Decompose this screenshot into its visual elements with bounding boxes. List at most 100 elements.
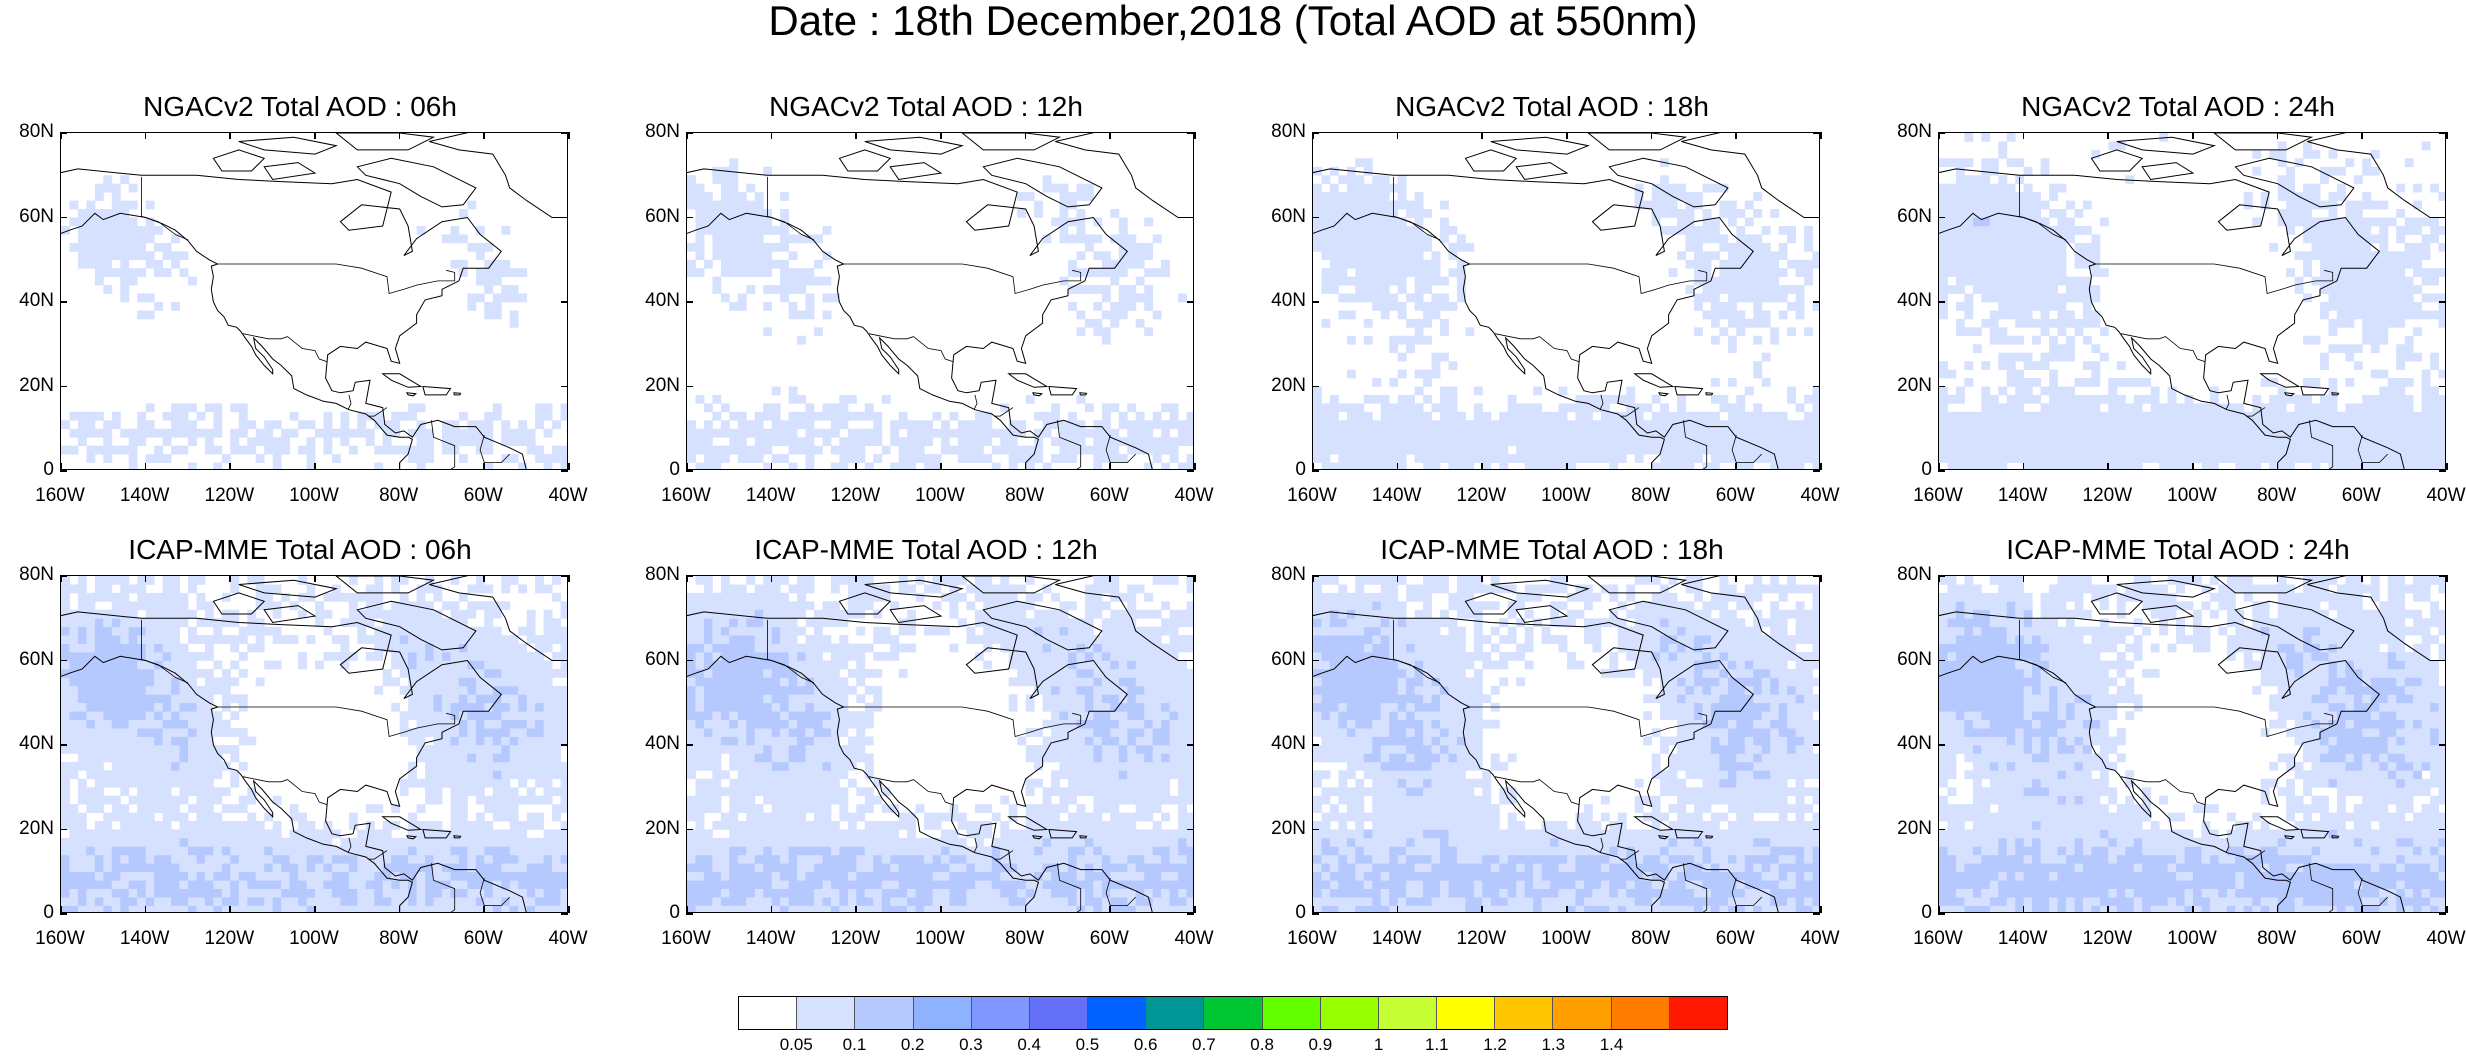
aod-cell	[1084, 403, 1094, 413]
aod-cell	[805, 437, 815, 446]
aod-cell	[2286, 217, 2295, 227]
aod-cell	[315, 609, 324, 619]
aod-cell	[86, 428, 96, 438]
aod-cell	[272, 897, 282, 906]
aod-cell	[416, 880, 426, 889]
aod-cell	[712, 428, 722, 438]
aod-cell	[966, 445, 976, 455]
aod-cell	[137, 411, 147, 421]
aod-cell	[1770, 445, 1780, 455]
aod-cell	[526, 437, 536, 446]
aod-cell	[2032, 192, 2041, 201]
aod-cell	[492, 736, 502, 746]
aod-cell	[1431, 259, 1441, 269]
aod-cell	[188, 635, 197, 644]
aod-cell	[2320, 310, 2329, 320]
aod-cell	[1380, 394, 1390, 404]
aod-cell	[120, 592, 130, 602]
aod-cell	[399, 669, 409, 678]
aod-cell	[120, 242, 130, 252]
aod-cell	[69, 880, 79, 889]
aod-cell	[2387, 217, 2397, 227]
aod-cell	[2082, 200, 2092, 210]
island-coast	[2300, 385, 2330, 396]
aod-cell	[484, 846, 494, 856]
aod-cell	[518, 871, 528, 881]
aod-cell	[1144, 437, 1154, 446]
aod-cell	[535, 846, 544, 856]
lon-tick-label: 40W	[1800, 485, 1840, 506]
aod-cell	[2150, 420, 2160, 430]
aod-cell	[272, 829, 282, 839]
aod-cell	[238, 821, 248, 830]
aod-cell	[2099, 428, 2109, 438]
aod-cell	[2294, 200, 2304, 210]
aod-cell	[1736, 234, 1746, 244]
aod-cell	[552, 787, 561, 797]
aod-cell	[1423, 428, 1432, 438]
aod-cell	[103, 880, 113, 889]
aod-cell	[1702, 420, 1712, 430]
aod-cell	[467, 745, 477, 754]
aod-cell	[365, 804, 375, 813]
aod-cell	[560, 728, 567, 737]
aod-cell	[120, 234, 130, 244]
aod-cell	[754, 242, 764, 252]
aod-cell	[213, 403, 223, 413]
aod-cell	[2328, 344, 2338, 354]
aod-cell	[2049, 293, 2058, 303]
aod-cell	[154, 454, 163, 463]
aod-cell	[703, 454, 713, 463]
aod-cell	[687, 175, 696, 185]
aod-cell	[86, 669, 96, 678]
aod-cell	[145, 888, 155, 898]
aod-cell	[1626, 411, 1636, 421]
political-border	[242, 776, 328, 805]
aod-cell	[1727, 420, 1737, 430]
aod-cell	[2438, 411, 2445, 421]
aod-cell	[238, 804, 248, 813]
aod-cell	[518, 437, 528, 446]
aod-cell	[822, 293, 832, 303]
aod-cell	[145, 217, 155, 227]
aod-cell	[2404, 462, 2414, 469]
aod-cell	[2006, 293, 2016, 303]
aod-cell	[450, 745, 460, 754]
aod-cell	[1516, 420, 1526, 430]
baffin-coast	[1608, 157, 1729, 208]
aod-cell	[484, 411, 494, 421]
aod-cell	[2303, 378, 2312, 387]
aod-cell	[365, 837, 375, 847]
aod-cell	[111, 846, 121, 856]
aod-cell	[382, 829, 392, 839]
aod-cell	[416, 445, 426, 455]
aod-cell	[1363, 268, 1373, 277]
aod-cell	[1101, 327, 1111, 337]
aod-cell	[1076, 285, 1086, 294]
aod-cell	[746, 285, 756, 294]
aod-cell	[69, 660, 79, 670]
aod-cell	[416, 694, 426, 704]
aod-cell	[1389, 437, 1399, 446]
aod-cell	[1338, 234, 1348, 244]
aod-cell	[61, 445, 70, 455]
aod-cell	[230, 821, 240, 830]
aod-cell	[2235, 420, 2245, 430]
aod-cell	[188, 711, 197, 720]
aod-cell	[264, 601, 274, 611]
aod-cell	[552, 829, 561, 839]
aod-cell	[2387, 293, 2397, 303]
aod-cell	[1355, 420, 1365, 430]
aod-cell	[746, 428, 756, 438]
aod-cell	[1482, 420, 1492, 430]
aod-cell	[983, 428, 993, 438]
aod-cell	[391, 854, 401, 864]
aod-cell	[560, 635, 567, 644]
aod-cell	[391, 702, 401, 712]
aod-cell	[365, 618, 375, 628]
aod-cell	[2150, 428, 2160, 438]
aod-cell	[348, 445, 358, 455]
aod-cell	[433, 778, 443, 788]
aod-cell	[111, 618, 121, 628]
aod-cell	[145, 880, 155, 889]
